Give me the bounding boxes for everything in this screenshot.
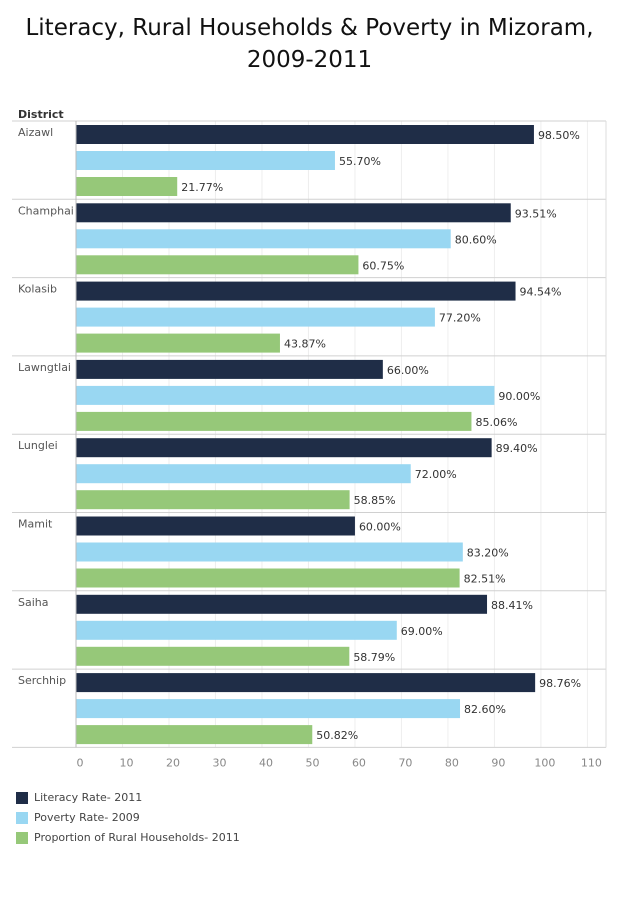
tick-label-x-110: 110 bbox=[581, 756, 602, 769]
tick-label-x-0: 0 bbox=[77, 756, 84, 769]
data-label-serchhip-literacy-rate-2011: 98.76% bbox=[539, 677, 581, 690]
data-label-lawngtlai-literacy-rate-2011: 66.00% bbox=[387, 364, 429, 377]
legend-label-literacy: Literacy Rate- 2011 bbox=[34, 791, 143, 804]
data-label-aizawl-literacy-rate-2011: 98.50% bbox=[538, 129, 580, 142]
category-label-champhai: Champhai bbox=[18, 204, 74, 217]
bar-lunglei-proportion-of-rural-households-2011 bbox=[76, 490, 350, 510]
bar-serchhip-literacy-rate-2011 bbox=[76, 673, 536, 693]
category-label-lunglei: Lunglei bbox=[18, 439, 58, 452]
data-label-lawngtlai-poverty-rate-2009: 90.00% bbox=[498, 390, 540, 403]
chart-title: Literacy, Rural Households & Poverty in … bbox=[25, 15, 594, 73]
tick-label-x-10: 10 bbox=[119, 756, 133, 769]
category-label-kolasib: Kolasib bbox=[18, 283, 57, 296]
tick-label-x-20: 20 bbox=[166, 756, 180, 769]
bar-kolasib-literacy-rate-2011 bbox=[76, 281, 516, 301]
bar-champhai-poverty-rate-2009 bbox=[76, 229, 451, 249]
legend-label-poverty: Poverty Rate- 2009 bbox=[34, 811, 140, 824]
data-label-saiha-poverty-rate-2009: 69.00% bbox=[401, 625, 443, 638]
bar-mamit-literacy-rate-2011 bbox=[76, 516, 355, 536]
tick-label-x-30: 30 bbox=[212, 756, 226, 769]
legend-swatch-literacy bbox=[16, 792, 28, 804]
data-label-mamit-literacy-rate-2011: 60.00% bbox=[359, 521, 401, 534]
data-label-aizawl-poverty-rate-2009: 55.70% bbox=[339, 155, 381, 168]
data-label-saiha-literacy-rate-2011: 88.41% bbox=[491, 599, 533, 612]
bar-lunglei-literacy-rate-2011 bbox=[76, 438, 492, 458]
bar-saiha-poverty-rate-2009 bbox=[76, 620, 397, 640]
bar-aizawl-literacy-rate-2011 bbox=[76, 125, 534, 144]
bar-champhai-literacy-rate-2011 bbox=[76, 203, 511, 223]
bar-aizawl-poverty-rate-2009 bbox=[76, 151, 335, 170]
category-label-serchhip: Serchhip bbox=[18, 674, 66, 687]
bar-lawngtlai-proportion-of-rural-households-2011 bbox=[76, 411, 472, 431]
bar-lawngtlai-literacy-rate-2011 bbox=[76, 359, 383, 379]
data-label-champhai-literacy-rate-2011: 93.51% bbox=[515, 207, 557, 220]
data-label-kolasib-literacy-rate-2011: 94.54% bbox=[520, 286, 562, 299]
bar-mamit-poverty-rate-2009 bbox=[76, 542, 463, 562]
tick-label-x-90: 90 bbox=[491, 756, 505, 769]
tick-label-x-80: 80 bbox=[445, 756, 459, 769]
tick-label-x-60: 60 bbox=[352, 756, 366, 769]
data-label-lunglei-poverty-rate-2009: 72.00% bbox=[415, 468, 457, 481]
tick-label-x-100: 100 bbox=[534, 756, 555, 769]
row-header-district: District bbox=[18, 108, 64, 121]
data-label-aizawl-proportion-of-rural-households-2011: 21.77% bbox=[181, 181, 223, 194]
category-label-mamit: Mamit bbox=[18, 518, 53, 531]
tick-label-x-40: 40 bbox=[259, 756, 273, 769]
data-label-champhai-poverty-rate-2009: 80.60% bbox=[455, 233, 497, 246]
legend-swatch-poverty bbox=[16, 812, 28, 824]
bar-serchhip-proportion-of-rural-households-2011 bbox=[76, 725, 313, 745]
bar-kolasib-proportion-of-rural-households-2011 bbox=[76, 333, 280, 353]
bar-lawngtlai-poverty-rate-2009 bbox=[76, 385, 495, 405]
data-label-champhai-proportion-of-rural-households-2011: 60.75% bbox=[362, 259, 404, 272]
category-label-aizawl: Aizawl bbox=[18, 126, 53, 139]
data-label-saiha-proportion-of-rural-households-2011: 58.79% bbox=[353, 651, 395, 664]
legend-swatch-rural-households bbox=[16, 832, 28, 844]
data-label-kolasib-poverty-rate-2009: 77.20% bbox=[439, 312, 481, 325]
data-label-kolasib-proportion-of-rural-households-2011: 43.87% bbox=[284, 338, 326, 351]
category-label-lawngtlai: Lawngtlai bbox=[18, 361, 71, 374]
bar-chart: District Aizawl 98.50% 55.70% 21.77% Champhai… bbox=[12, 108, 607, 769]
bar-saiha-literacy-rate-2011 bbox=[76, 594, 488, 614]
bar-champhai-proportion-of-rural-households-2011 bbox=[76, 255, 359, 275]
bar-kolasib-poverty-rate-2009 bbox=[76, 307, 435, 327]
bar-mamit-proportion-of-rural-households-2011 bbox=[76, 568, 460, 588]
category-label-saiha: Saiha bbox=[18, 596, 49, 609]
bar-aizawl-proportion-of-rural-households-2011 bbox=[76, 177, 178, 196]
legend-label-rural-households: Proportion of Rural Households- 2011 bbox=[34, 831, 240, 844]
data-label-serchhip-proportion-of-rural-households-2011: 50.82% bbox=[316, 729, 358, 742]
bar-lunglei-poverty-rate-2009 bbox=[76, 464, 411, 484]
tick-label-x-70: 70 bbox=[398, 756, 412, 769]
bar-saiha-proportion-of-rural-households-2011 bbox=[76, 646, 350, 666]
data-label-mamit-proportion-of-rural-households-2011: 82.51% bbox=[464, 573, 506, 586]
tick-label-x-50: 50 bbox=[305, 756, 319, 769]
data-label-mamit-poverty-rate-2009: 83.20% bbox=[467, 547, 509, 560]
data-label-lunglei-literacy-rate-2011: 89.40% bbox=[496, 442, 538, 455]
data-label-serchhip-poverty-rate-2009: 82.60% bbox=[464, 703, 506, 716]
bar-serchhip-poverty-rate-2009 bbox=[76, 699, 461, 719]
data-label-lunglei-proportion-of-rural-households-2011: 58.85% bbox=[354, 494, 396, 507]
data-label-lawngtlai-proportion-of-rural-households-2011: 85.06% bbox=[475, 416, 517, 429]
